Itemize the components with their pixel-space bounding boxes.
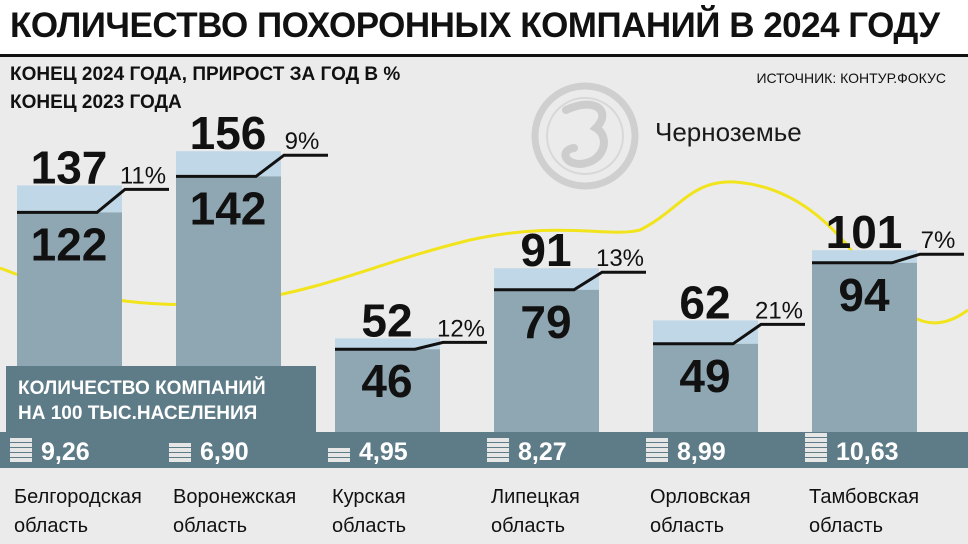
value-label-2024: 137: [31, 141, 108, 193]
per-capita-label-line2: НА 100 ТЫС.НАСЕЛЕНИЯ: [18, 403, 257, 424]
value-label-2023: 122: [31, 218, 108, 270]
per-capita-stack-bar: [169, 453, 191, 457]
value-label-2024: 101: [826, 206, 903, 258]
legend-2023: КОНЕЦ 2023 ГОДА: [10, 92, 182, 113]
growth-connector-line: [653, 322, 805, 346]
header-bar: КОЛИЧЕСТВО ПОХОРОННЫХ КОМПАНИЙ В 2024 ГО…: [0, 0, 968, 57]
per-capita-stack-bar: [169, 443, 191, 447]
per-capita-stack-bar: [487, 453, 509, 457]
per-capita-stack-bar: [487, 438, 509, 442]
per-capita-stack-bar: [805, 458, 827, 462]
per-capita-stack-bar: [10, 458, 32, 462]
growth-percent-label: 7%: [921, 227, 956, 254]
value-label-2024: 91: [520, 224, 571, 276]
per-capita-stack-bar: [10, 443, 32, 447]
legend-2024: КОНЕЦ 2024 ГОДА, ПРИРОСТ ЗА ГОД В %: [10, 64, 401, 85]
category-label: Воронежская: [173, 486, 296, 508]
per-capita-stack-bar: [805, 433, 827, 437]
growth-percent-label: 9%: [285, 128, 320, 155]
per-capita-value: 6,90: [200, 438, 249, 466]
per-capita-stack-bar: [169, 448, 191, 452]
value-label-2023: 46: [361, 355, 412, 407]
value-label-2023: 94: [838, 269, 890, 321]
bar-value-2023: [653, 343, 758, 432]
per-capita-stack-bar: [10, 448, 32, 452]
category-label: область: [650, 515, 724, 537]
value-label-2024: 52: [361, 294, 412, 346]
growth-connector-line: [494, 270, 646, 292]
per-capita-stack-bar: [646, 438, 668, 442]
per-capita-value: 8,99: [677, 438, 726, 466]
growth-percent-label: 12%: [437, 315, 485, 342]
per-capita-stack-bar: [328, 448, 350, 452]
per-capita-value: 4,95: [359, 438, 408, 466]
per-capita-value: 9,26: [41, 438, 90, 466]
category-label: Белгородская: [14, 486, 142, 508]
per-capita-label-box: [6, 366, 316, 432]
per-capita-stack-bar: [328, 458, 350, 462]
per-capita-label-line1: КОЛИЧЕСТВО КОМПАНИЙ: [18, 377, 266, 399]
value-label-2023: 49: [679, 350, 730, 402]
growth-percent-label: 11%: [120, 162, 166, 189]
per-capita-stack-bar: [646, 448, 668, 452]
category-label: Тамбовская: [809, 486, 919, 508]
per-capita-stack-bar: [646, 458, 668, 462]
per-capita-value: 8,27: [518, 438, 567, 466]
per-capita-stack-bar: [10, 438, 32, 442]
category-label: область: [173, 515, 247, 537]
per-capita-stack-bar: [805, 438, 827, 442]
category-label: область: [332, 515, 406, 537]
per-capita-stack-bar: [646, 443, 668, 447]
value-label-2023: 79: [520, 296, 571, 348]
per-capita-value: 10,63: [836, 438, 899, 466]
bar-value-2023: [494, 289, 599, 432]
per-capita-stack-bar: [169, 458, 191, 462]
value-label-2024: 62: [679, 276, 730, 328]
per-capita-stack-bar: [487, 448, 509, 452]
per-capita-stack-bar: [646, 453, 668, 457]
bar-value-2023: [335, 349, 440, 432]
growth-percent-label: 21%: [755, 297, 803, 324]
growth-connector-line: [176, 153, 328, 178]
per-capita-stack-bar: [10, 453, 32, 457]
growth-connector-line: [335, 340, 487, 351]
page-title: КОЛИЧЕСТВО ПОХОРОННЫХ КОМПАНИЙ В 2024 ГО…: [10, 6, 940, 45]
bar-growth-2024: [335, 338, 440, 350]
per-capita-stack-bar: [805, 448, 827, 452]
growth-connector-line: [17, 187, 169, 214]
category-label: область: [809, 515, 883, 537]
per-capita-stack-bar: [328, 453, 350, 457]
category-label: Липецкая: [491, 486, 580, 508]
value-label-2023: 142: [190, 182, 267, 234]
value-label-2024: 156: [190, 107, 267, 159]
kommersant-k-logo-icon: [531, 82, 639, 190]
source-note: ИСТОЧНИК: КОНТУР.ФОКУС: [756, 70, 946, 86]
per-capita-stack-bar: [487, 458, 509, 462]
per-capita-stack-bar: [805, 453, 827, 457]
per-capita-stack-bar: [805, 443, 827, 447]
category-label: Курская: [332, 486, 406, 508]
bar-value-2023: [812, 262, 917, 432]
per-capita-stack-bar: [487, 443, 509, 447]
watermark-region: Черноземье: [655, 117, 802, 147]
category-label: Орловская: [650, 486, 751, 508]
category-label: область: [491, 515, 565, 537]
bar-growth-2024: [653, 320, 758, 344]
category-label: область: [14, 515, 88, 537]
bar-growth-2024: [812, 250, 917, 263]
growth-percent-label: 13%: [596, 245, 644, 272]
bar-growth-2024: [494, 268, 599, 290]
growth-connector-line: [812, 252, 964, 265]
